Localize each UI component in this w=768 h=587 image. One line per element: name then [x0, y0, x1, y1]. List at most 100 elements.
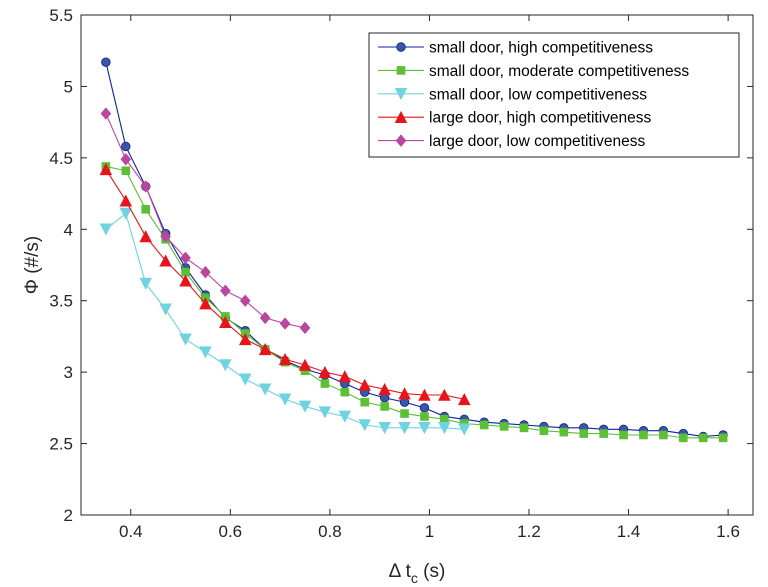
legend-label: large door, high competitiveness: [429, 110, 652, 127]
x-tick-label: 1.4: [617, 522, 641, 541]
data-point: [219, 359, 232, 372]
data-point: [579, 429, 589, 438]
legend-marker: [395, 134, 407, 147]
data-point: [219, 315, 232, 328]
data-point: [398, 422, 411, 435]
data-point: [239, 373, 252, 386]
data-point: [619, 430, 628, 440]
y-tick-label: 3.5: [49, 292, 73, 311]
data-point: [418, 422, 431, 435]
data-point: [298, 400, 312, 413]
data-point: [519, 423, 529, 433]
data-point: [121, 166, 131, 176]
data-point: [479, 420, 489, 430]
data-point: [258, 343, 272, 356]
legend-entry-2: small door, moderate competitiveness: [378, 63, 689, 80]
data-point: [340, 387, 350, 397]
data-point: [679, 433, 688, 443]
x-tick-label: 0.8: [318, 522, 342, 541]
data-point: [440, 414, 449, 424]
axes-box: [80, 14, 754, 516]
data-point: [160, 230, 171, 243]
data-point: [278, 353, 292, 366]
data-point: [380, 402, 389, 411]
legend-label: small door, high competitiveness: [429, 40, 653, 57]
data-point: [419, 403, 430, 413]
y-tick-label: 4: [64, 220, 73, 239]
legend: small door, high competitiveness small do…: [368, 32, 740, 158]
legend-label: small door, moderate competitiveness: [429, 63, 689, 80]
data-point: [140, 180, 152, 193]
data-point: [659, 430, 668, 440]
data-point: [121, 141, 131, 152]
x-tick-label: 1: [425, 522, 434, 541]
data-point: [119, 194, 133, 207]
data-point: [139, 277, 152, 290]
x-tick-label: 1.6: [716, 522, 740, 541]
legend-entry-5: large door, low competitiveness: [378, 133, 646, 150]
data-point: [360, 397, 370, 407]
y-tick-label: 5.5: [49, 6, 73, 25]
data-point: [101, 57, 111, 67]
x-tick-label: 0.6: [219, 522, 243, 541]
data-point: [318, 406, 332, 419]
data-point: [698, 433, 708, 443]
data-point: [499, 422, 509, 431]
data-point: [318, 365, 332, 378]
data-point: [358, 419, 371, 432]
y-tick-label: 2: [64, 506, 73, 525]
legend-marker: [394, 110, 408, 123]
legend-entry-3: small door, low competitiveness: [378, 86, 647, 103]
data-point: [180, 251, 191, 265]
data-point: [159, 303, 172, 316]
data-point: [400, 409, 409, 418]
legend-entry-1: small door, high competitiveness: [378, 40, 653, 57]
data-point: [398, 387, 411, 400]
y-tick-label: 3: [64, 363, 73, 382]
data-point: [99, 223, 113, 236]
data-point: [179, 274, 192, 287]
data-point: [179, 333, 192, 346]
y-axis-title: Φ (#/s): [22, 236, 43, 294]
legend-marker: [396, 42, 406, 52]
y-tick-label: 2.5: [49, 435, 73, 454]
data-point: [220, 284, 231, 297]
data-point: [338, 410, 352, 423]
data-point: [278, 393, 292, 406]
series-4: [99, 163, 471, 406]
data-point: [639, 430, 648, 440]
data-point: [418, 388, 431, 401]
data-point: [119, 207, 133, 220]
data-point: [199, 297, 212, 310]
data-point: [141, 204, 151, 214]
data-point: [199, 346, 212, 359]
legend-marker: [394, 88, 408, 101]
legend-label: large door, low competitiveness: [429, 133, 646, 150]
data-point: [258, 383, 272, 396]
data-point: [299, 321, 311, 335]
legend-marker: [396, 66, 406, 75]
data-point: [200, 265, 211, 279]
data-point: [438, 422, 451, 435]
legend-entry-4: large door, high competitiveness: [378, 110, 652, 127]
data-point: [420, 412, 429, 421]
data-point: [438, 388, 451, 401]
data-point: [99, 163, 113, 176]
data-point: [139, 230, 152, 243]
data-point: [239, 333, 252, 346]
data-point: [120, 153, 132, 166]
data-point: [358, 378, 371, 391]
data-point: [559, 427, 569, 437]
data-point: [279, 317, 291, 330]
data-point: [458, 423, 471, 436]
data-point: [378, 383, 391, 396]
axes: 0.4 0.6 0.8 1 1.2 1.4 1.6 2 2.5 3 3.5 4 4.5 5 5.5 Δ tc …: [22, 6, 754, 586]
data-point: [599, 429, 608, 438]
legend-box: [368, 32, 740, 158]
x-axis-title: Δ tc (s): [389, 561, 446, 586]
data-point: [338, 370, 352, 383]
data-point: [239, 294, 251, 307]
data-point: [539, 426, 549, 436]
series-3: [99, 207, 471, 436]
